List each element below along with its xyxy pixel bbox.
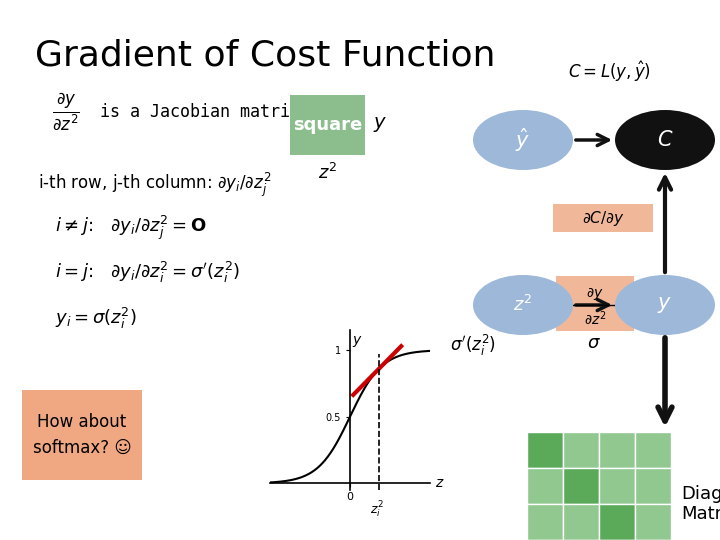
Ellipse shape: [473, 275, 573, 335]
Text: Gradient of Cost Function: Gradient of Cost Function: [35, 38, 495, 72]
Bar: [563, 432, 599, 468]
Bar: [556, 275, 634, 330]
Text: $y_i = \sigma(z_i^2)$: $y_i = \sigma(z_i^2)$: [55, 306, 137, 330]
Bar: [599, 432, 635, 468]
Bar: [290, 95, 365, 155]
Bar: [599, 468, 635, 504]
Text: square: square: [293, 116, 362, 134]
Ellipse shape: [615, 110, 715, 170]
Text: Diagonal
Matrix: Diagonal Matrix: [681, 484, 720, 523]
Text: $\partial z^2$: $\partial z^2$: [584, 310, 606, 328]
Bar: [599, 504, 635, 540]
Text: $y$: $y$: [657, 295, 672, 315]
Text: $i \neq j$:   $\partial y_i/\partial z_j^2 = \mathbf{O}$: $i \neq j$: $\partial y_i/\partial z_j^2…: [55, 214, 207, 242]
Bar: [22, 390, 142, 480]
Bar: [527, 432, 563, 468]
Text: $y$: $y$: [352, 334, 363, 349]
Text: $C$: $C$: [657, 130, 673, 150]
Text: $z_i^2$: $z_i^2$: [370, 500, 384, 519]
Text: $z^2$: $z^2$: [513, 295, 533, 315]
Text: i-th row, j-th column: $\partial y_i/\partial z_j^2$: i-th row, j-th column: $\partial y_i/\pa…: [38, 171, 271, 199]
Text: $\frac{\partial y}{\partial z^2}$: $\frac{\partial y}{\partial z^2}$: [52, 91, 80, 133]
Text: $C = L(y, \hat{y})$: $C = L(y, \hat{y})$: [569, 60, 652, 84]
Bar: [527, 468, 563, 504]
Text: $i = j$:   $\partial y_i/\partial z_i^2 = \sigma^{\prime}(z_i^2)$: $i = j$: $\partial y_i/\partial z_i^2 = …: [55, 259, 240, 285]
Bar: [563, 468, 599, 504]
Ellipse shape: [473, 110, 573, 170]
Text: $\partial y$: $\partial y$: [586, 285, 604, 301]
Text: $y$: $y$: [373, 116, 387, 134]
Text: $z$: $z$: [435, 476, 444, 490]
Bar: [635, 432, 671, 468]
Bar: [563, 504, 599, 540]
Bar: [635, 468, 671, 504]
Text: $\partial C/\partial y$: $\partial C/\partial y$: [582, 208, 624, 227]
Bar: [635, 504, 671, 540]
Bar: [527, 504, 563, 540]
Text: $z^2$: $z^2$: [318, 163, 337, 183]
Text: $\sigma$: $\sigma$: [587, 334, 601, 352]
Bar: [553, 204, 653, 232]
Text: $\hat{y}$: $\hat{y}$: [516, 126, 531, 154]
Text: is a Jacobian matrix: is a Jacobian matrix: [100, 103, 300, 121]
Text: How about
softmax? ☺: How about softmax? ☺: [32, 413, 131, 457]
Ellipse shape: [615, 275, 715, 335]
Text: $\sigma^{\prime}(z_i^2)$: $\sigma^{\prime}(z_i^2)$: [450, 333, 496, 357]
